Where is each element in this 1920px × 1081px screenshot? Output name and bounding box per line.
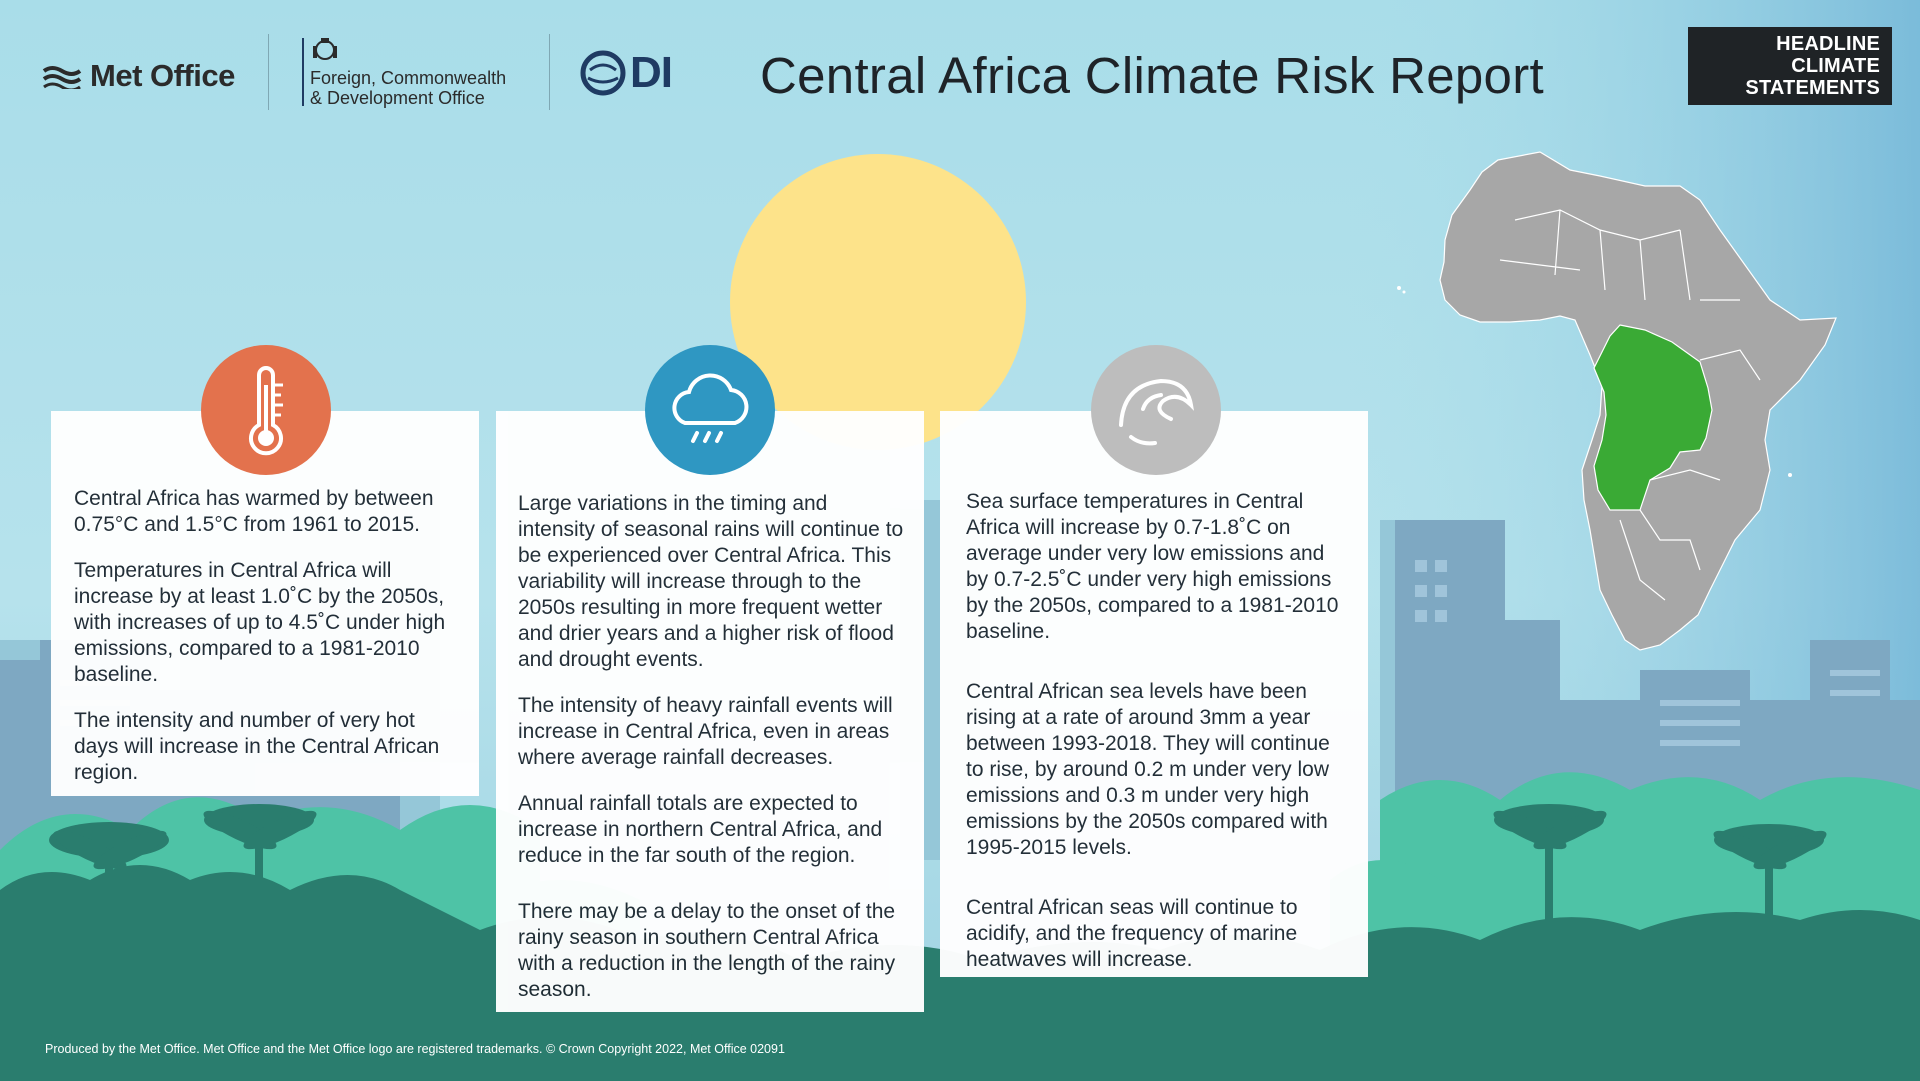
logo-divider xyxy=(549,34,550,110)
headline-badge-label: HEADLINE CLIMATE STATEMENTS xyxy=(1745,33,1880,99)
fcdo-label: Foreign, Commonwealth & Development Offi… xyxy=(310,68,507,108)
temperature-icon-circle xyxy=(201,345,331,475)
met-office-label: Met Office xyxy=(90,58,235,93)
sea-icon-circle xyxy=(1091,345,1221,475)
temperature-text: Temperatures in Central Africa will incr… xyxy=(74,559,446,686)
met-office-logo: Met Office xyxy=(42,58,235,94)
sea-text: Central African sea levels have been ris… xyxy=(966,680,1330,859)
odi-globe-icon xyxy=(580,50,626,96)
page-title: Central Africa Climate Risk Report xyxy=(760,47,1544,104)
rain-cloud-icon xyxy=(672,373,749,443)
central-africa-region xyxy=(1593,324,1713,511)
headline-badge: HEADLINE CLIMATE STATEMENTS xyxy=(1688,27,1892,105)
rainfall-card: Large variations in the timing and inten… xyxy=(496,411,924,1012)
odi-label: DI xyxy=(630,48,673,97)
rainfall-icon-circle xyxy=(645,345,775,475)
sun xyxy=(730,154,1026,450)
rainfall-text: Annual rainfall totals are expected to i… xyxy=(518,792,883,867)
fcdo-rule xyxy=(302,38,304,106)
sea-text: Central African seas will continue to ac… xyxy=(966,896,1298,971)
wave-icon xyxy=(1119,378,1195,446)
temperature-text: Central Africa has warmed by between 0.7… xyxy=(74,487,434,536)
odi-logo: DI xyxy=(580,48,673,97)
royal-crest-icon xyxy=(313,38,337,60)
rainfall-text: Large variations in the timing and inten… xyxy=(518,492,904,671)
thermometer-icon xyxy=(249,366,283,456)
rainfall-text: The intensity of heavy rainfall events w… xyxy=(518,694,893,769)
logo-divider xyxy=(268,34,269,110)
copyright-footer: Produced by the Met Office. Met Office a… xyxy=(45,1042,785,1056)
sea-text: Sea surface temperatures in Central Afri… xyxy=(966,490,1339,643)
africa-map xyxy=(1397,151,1837,651)
sea-card: Sea surface temperatures in Central Afri… xyxy=(940,411,1368,977)
palm-trees xyxy=(49,804,1827,980)
met-office-wave-icon xyxy=(42,66,82,89)
temperature-text: The intensity and number of very hot day… xyxy=(74,709,440,784)
rainfall-text: There may be a delay to the onset of the… xyxy=(518,900,896,1001)
temperature-card: Central Africa has warmed by between 0.7… xyxy=(51,411,479,796)
